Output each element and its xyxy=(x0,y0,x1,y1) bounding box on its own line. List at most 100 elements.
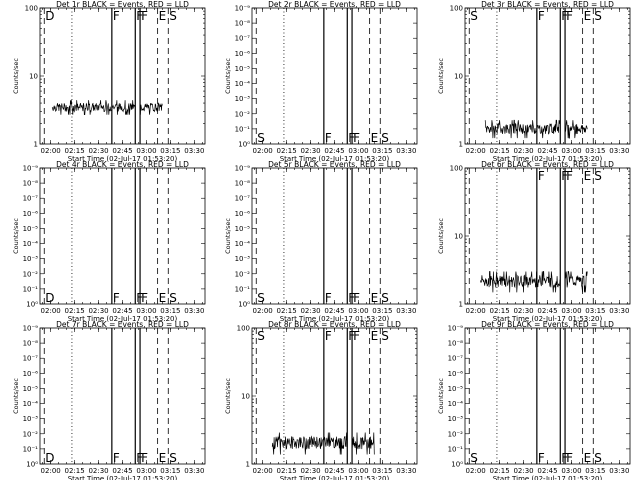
x-tick-label: 02:15 xyxy=(65,307,85,315)
plot-frame xyxy=(464,167,631,305)
x-tick-label: 02:15 xyxy=(277,307,297,315)
x-tick-label: 03:30 xyxy=(396,467,416,475)
plot-frame xyxy=(251,7,418,145)
x-tick-label: 02:45 xyxy=(112,147,132,155)
events-trace xyxy=(480,271,588,293)
marker-label: S xyxy=(594,9,602,23)
marker-label: S xyxy=(257,131,265,145)
y-tick-label: 1 xyxy=(246,461,250,469)
y-tick-label: 10⁻⁴ xyxy=(448,400,464,408)
y-tick-label: 10⁰ xyxy=(26,461,38,469)
marker-label: E xyxy=(371,291,379,305)
y-axis-label: Counts/sec xyxy=(12,218,20,254)
x-tick-label: 03:00 xyxy=(136,147,156,155)
x-axis-label: Start Time (02-Jul-17 01:53:20) xyxy=(68,155,178,163)
x-tick-label: 02:15 xyxy=(490,147,510,155)
marker-label: F xyxy=(325,329,332,343)
panel-title: Det 4r BLACK = Events, RED = LLD xyxy=(56,160,189,169)
x-tick-label: 02:45 xyxy=(537,147,557,155)
x-tick-label: 03:30 xyxy=(396,147,416,155)
x-tick-label: 03:30 xyxy=(184,467,204,475)
y-tick-label: 10⁻¹ xyxy=(235,285,251,293)
marker-label: F xyxy=(566,451,573,465)
y-tick-label: 1 xyxy=(459,301,463,309)
y-axis-label: Counts/sec xyxy=(224,218,232,254)
y-axis-label: Counts/sec xyxy=(12,378,20,414)
x-tick-label: 02:45 xyxy=(324,147,344,155)
y-tick-label: 10⁻⁶ xyxy=(235,210,251,218)
y-tick-label: 10⁻¹ xyxy=(23,445,39,453)
y-tick-label: 10⁻³ xyxy=(235,95,251,103)
x-tick-label: 02:30 xyxy=(88,307,108,315)
panel-title: Det 7r BLACK = Events, RED = LLD xyxy=(56,320,189,329)
marker-label: E xyxy=(584,451,592,465)
y-tick-label: 10⁻⁹ xyxy=(23,325,39,333)
marker-label: S xyxy=(381,291,389,305)
x-tick-label: 03:00 xyxy=(348,147,368,155)
panel-det-7r: Det 7r BLACK = Events, RED = LLD 10⁰ 10⁻¹ 1… xyxy=(12,320,206,480)
x-axis-label: Start Time (02-Jul-17 01:53:20) xyxy=(68,315,178,323)
x-tick-label: 03:15 xyxy=(585,467,605,475)
panel-title: Det 9r BLACK = Events, RED = LLD xyxy=(481,320,614,329)
y-tick-label: 10⁰ xyxy=(238,141,250,149)
plot-frame xyxy=(464,7,631,145)
y-tick-label: 100 xyxy=(25,5,38,13)
marker-label: F xyxy=(113,9,120,23)
panel-title: Det 8r BLACK = Events, RED = LLD xyxy=(268,320,401,329)
marker-label: F xyxy=(141,9,148,23)
x-tick-label: 03:15 xyxy=(372,307,392,315)
y-tick-label: 10⁻² xyxy=(23,430,39,438)
marker-label: F xyxy=(353,329,360,343)
y-axis-label: Counts/sec xyxy=(224,378,232,414)
x-tick-label: 02:45 xyxy=(324,467,344,475)
marker-label: E xyxy=(159,291,167,305)
x-tick-label: 03:15 xyxy=(372,467,392,475)
y-tick-label: 10⁻⁷ xyxy=(235,195,251,203)
marker-label: S xyxy=(169,451,177,465)
y-axis-label: Counts/sec xyxy=(437,378,445,414)
x-tick-label: 03:30 xyxy=(396,307,416,315)
marker-label: S xyxy=(169,9,177,23)
y-tick-label: 10⁻⁹ xyxy=(235,165,251,173)
y-tick-label: 10⁻⁴ xyxy=(23,240,39,248)
y-tick-label: 10⁻³ xyxy=(23,415,39,423)
x-tick-label: 03:15 xyxy=(585,307,605,315)
marker-label: E xyxy=(584,9,592,23)
x-tick-label: 02:00 xyxy=(466,467,486,475)
y-tick-label: 10⁻⁸ xyxy=(235,20,251,28)
plot-frame xyxy=(39,167,206,305)
events-trace xyxy=(51,100,163,116)
x-tick-label: 03:30 xyxy=(184,307,204,315)
x-tick-label: 03:00 xyxy=(136,467,156,475)
y-tick-label: 10⁻⁸ xyxy=(235,180,251,188)
y-tick-label: 10⁻³ xyxy=(448,415,464,423)
marker-label: F xyxy=(113,451,120,465)
plot-frame xyxy=(251,167,418,305)
y-tick-label: 10⁻⁶ xyxy=(235,50,251,58)
y-tick-label: 10⁰ xyxy=(26,301,38,309)
y-tick-label: 10⁻⁸ xyxy=(448,340,464,348)
marker-label: D xyxy=(45,291,54,305)
x-tick-label: 02:45 xyxy=(537,467,557,475)
x-tick-label: 02:45 xyxy=(537,307,557,315)
x-tick-label: 02:00 xyxy=(41,147,61,155)
y-tick-label: 10⁻⁴ xyxy=(235,240,251,248)
y-tick-label: 10⁻⁹ xyxy=(23,165,39,173)
x-tick-label: 02:00 xyxy=(41,467,61,475)
x-tick-label: 02:15 xyxy=(490,467,510,475)
y-tick-label: 100 xyxy=(450,165,463,173)
x-tick-label: 02:00 xyxy=(41,307,61,315)
x-tick-label: 02:15 xyxy=(65,467,85,475)
marker-label: E xyxy=(159,9,167,23)
y-tick-label: 10⁻⁷ xyxy=(235,35,251,43)
y-tick-label: 10⁻⁵ xyxy=(235,65,251,73)
panel-det-1r: Det 1r BLACK = Events, RED = LLD 1 10 100 02… xyxy=(12,0,206,163)
y-tick-label: 10⁻⁹ xyxy=(235,5,251,13)
y-tick-label: 10⁻⁵ xyxy=(23,385,39,393)
marker-label: D xyxy=(45,9,54,23)
y-tick-label: 10⁻⁸ xyxy=(23,340,39,348)
x-tick-label: 02:15 xyxy=(65,147,85,155)
x-axis-label: Start Time (02-Jul-17 01:53:20) xyxy=(280,155,390,163)
x-tick-label: 02:00 xyxy=(466,147,486,155)
marker-label: S xyxy=(257,291,265,305)
